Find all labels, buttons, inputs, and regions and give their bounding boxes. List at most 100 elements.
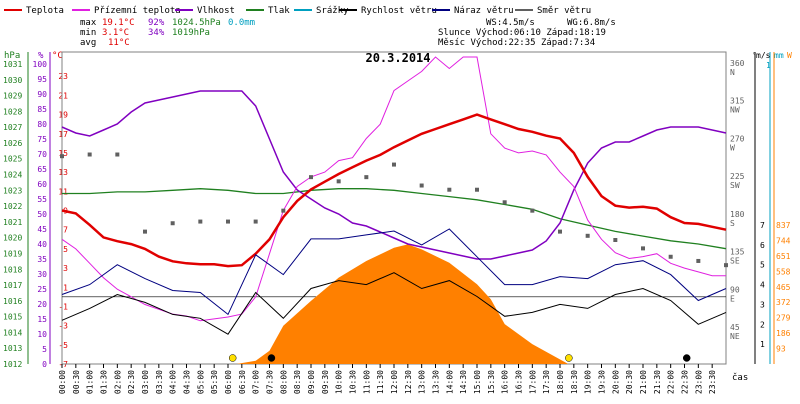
- legend-label: Přízemní teplota: [94, 6, 181, 16]
- temperature-tick: 23: [58, 72, 68, 81]
- legend-label: Vlhkost: [197, 6, 235, 16]
- legend-label: Srážky: [316, 6, 349, 16]
- x-tick-label: 22:30: [681, 370, 690, 394]
- max-humidity: 92%: [148, 18, 165, 28]
- x-tick-label: 16:30: [515, 370, 524, 394]
- avg-label: avg: [80, 38, 96, 48]
- x-tick-label: 05:00: [196, 370, 205, 394]
- wind-dir-point: [475, 187, 479, 192]
- legend-label: Směr větru: [537, 6, 591, 16]
- wind-dir-point: [226, 219, 230, 224]
- x-tick-label: 15:00: [473, 370, 482, 394]
- wind-dir-point: [530, 208, 535, 213]
- pressure-tick: 1019: [3, 249, 22, 258]
- wind-dir-label: SE: [730, 257, 740, 266]
- wind-dir-label: E: [730, 294, 735, 303]
- wind-dir-point: [613, 238, 618, 242]
- wind-dir-point: [724, 263, 728, 268]
- humidity-tick: 75: [37, 135, 47, 144]
- x-tick-label: 19:00: [584, 370, 593, 394]
- x-tick-label: 02:30: [127, 370, 136, 394]
- wind-speed-tick: 2: [760, 320, 765, 329]
- wind-dir-label: NE: [730, 332, 740, 341]
- temperature-tick: 17: [58, 130, 68, 139]
- min-label: min: [80, 28, 96, 38]
- temperature-tick: 15: [58, 149, 68, 158]
- pressure-tick: 1021: [3, 218, 22, 227]
- x-tick-label: 11:00: [362, 370, 371, 394]
- moon-times: Měsíc Východ:22:35 Západ:7:34: [438, 38, 595, 48]
- wind-dir-tick: 45: [730, 323, 740, 332]
- wind-speed-tick: 7: [760, 221, 765, 230]
- wind-dir-point: [281, 208, 286, 213]
- temperature-tick: -1: [58, 302, 68, 311]
- x-tick-label: 15:30: [487, 370, 496, 394]
- series-temp: [61, 113, 727, 268]
- temperature-tick: 19: [58, 111, 68, 120]
- x-tick-label: 10:30: [349, 370, 358, 394]
- wind-dir-point: [696, 258, 701, 263]
- x-tick-label: 05:30: [210, 370, 219, 394]
- humidity-tick: 95: [37, 75, 47, 84]
- wind-gust-stat: WG:6.8m/s: [567, 18, 616, 28]
- x-tick-label: 17:30: [542, 370, 551, 394]
- legend-label: Teplota: [26, 6, 64, 16]
- humidity-tick: 5: [42, 345, 47, 354]
- solar-tick: 465: [776, 283, 791, 292]
- x-tick-label: 23:00: [694, 370, 703, 394]
- x-tick-label: 12:30: [404, 370, 413, 394]
- wind-dir-point: [392, 162, 396, 167]
- pressure-tick: 1030: [3, 76, 22, 85]
- series-gust: [61, 228, 727, 316]
- wind-dir-tick: 315: [730, 97, 745, 106]
- x-tick-label: 03:00: [141, 370, 150, 394]
- x-tick-label: 18:30: [570, 370, 579, 394]
- temperature-tick: 21: [58, 91, 68, 100]
- pressure-tick: 1025: [3, 155, 22, 164]
- wind-dir-point: [585, 233, 590, 238]
- wind-dir-point: [143, 229, 147, 234]
- wind-dir-unit: °: [752, 51, 757, 60]
- stats-panel: max min avg 19.1°C 3.1°C 11°C 92% 34% 10…: [80, 18, 616, 48]
- max-temp: 19.1°C: [102, 18, 135, 28]
- humidity-tick: 85: [37, 105, 47, 114]
- pressure-tick: 1023: [3, 186, 22, 195]
- wind-dir-point: [364, 175, 369, 180]
- temperature-unit: °C: [52, 51, 63, 61]
- min-temp: 3.1°C: [102, 28, 129, 38]
- wind-dir-tick: 360: [730, 59, 745, 68]
- temperature-tick: -5: [58, 341, 68, 350]
- x-tick-label: 09:00: [307, 370, 316, 394]
- humidity-tick: 30: [37, 270, 47, 279]
- right-axes: ° m/s mm W360N315NW270W225SW180S135SE90E45N…: [730, 51, 792, 364]
- x-tick-label: 08:30: [293, 370, 302, 394]
- avg-temp: 11°C: [108, 38, 130, 48]
- humidity-unit: %: [38, 51, 44, 61]
- pressure-tick: 1028: [3, 107, 22, 116]
- temperature-tick: 11: [58, 187, 68, 196]
- x-tick-label: 00:30: [72, 370, 81, 394]
- humidity-tick: 45: [37, 225, 47, 234]
- wind-dir-tick: 90: [730, 285, 740, 294]
- x-tick-label: 09:30: [321, 370, 330, 394]
- humidity-tick: 70: [37, 150, 47, 159]
- series-pressure: [62, 188, 727, 250]
- max-label: max: [80, 18, 97, 28]
- max-rain: 0.0mm: [228, 18, 255, 28]
- pressure-tick: 1018: [3, 265, 22, 274]
- wind-dir-point: [87, 152, 92, 157]
- wind-speed-tick: 5: [760, 261, 765, 270]
- wind-dir-label: W: [730, 143, 735, 152]
- wind-dir-label: NW: [730, 106, 740, 115]
- x-tick-label: 11:30: [376, 370, 385, 394]
- wind-speed-tick: 4: [760, 281, 765, 290]
- x-tick-label: 13:00: [418, 370, 427, 394]
- pressure-tick: 1012: [3, 360, 22, 369]
- solar-tick: 651: [776, 252, 791, 261]
- x-tick-label: 01:30: [100, 370, 109, 394]
- wind-dir-point: [170, 221, 175, 226]
- legend-label: Tlak: [268, 6, 290, 16]
- solar-tick: 837: [776, 221, 791, 230]
- pressure-tick: 1031: [3, 60, 22, 69]
